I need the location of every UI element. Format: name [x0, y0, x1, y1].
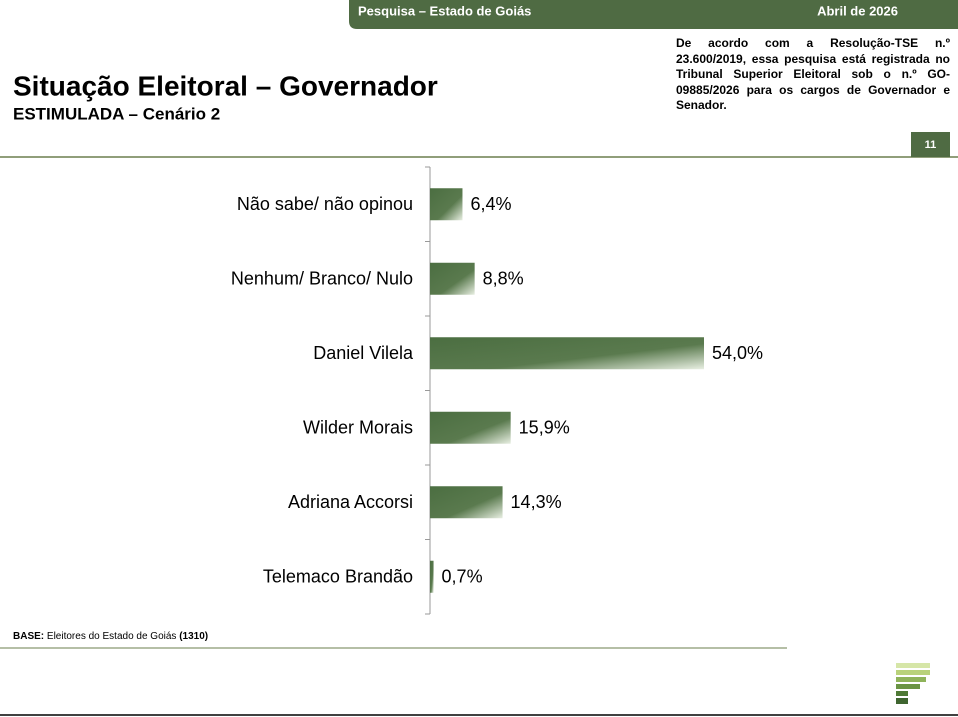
base-count: (1310)	[179, 631, 208, 642]
category-label: Não sabe/ não opinou	[237, 194, 413, 214]
base-note: BASE: Eleitores do Estado de Goiás (1310…	[13, 631, 208, 642]
bar	[430, 411, 511, 444]
category-label: Nenhum/ Branco/ Nulo	[231, 269, 413, 289]
bar	[430, 262, 475, 295]
registration-note: De acordo com a Resolução-TSE n.º 23.600…	[676, 36, 950, 112]
logo	[896, 663, 930, 704]
value-label: 14,3%	[511, 492, 562, 512]
bar	[430, 188, 463, 221]
category-label: Adriana Accorsi	[288, 492, 413, 512]
value-label: 8,8%	[483, 269, 524, 289]
page-number: 11	[925, 139, 937, 151]
category-label: Wilder Morais	[303, 418, 413, 438]
category-label: Daniel Vilela	[313, 343, 414, 363]
title: Situação Eleitoral – Governador	[13, 70, 438, 101]
base-label: BASE:	[13, 631, 44, 642]
bar	[430, 337, 704, 370]
bar	[430, 560, 434, 593]
header-bar	[349, 0, 958, 29]
value-label: 6,4%	[470, 194, 511, 214]
survey-name: Pesquisa – Estado de Goiás	[358, 3, 531, 18]
bar	[430, 486, 503, 519]
value-label: 54,0%	[712, 343, 763, 363]
subtitle: ESTIMULADA – Cenário 2	[13, 104, 220, 123]
value-label: 0,7%	[442, 567, 483, 587]
page-number-box	[911, 132, 950, 157]
value-label: 15,9%	[519, 418, 570, 438]
base-text: Eleitores do Estado de Goiás	[47, 631, 177, 642]
survey-date: Abril de 2026	[817, 3, 898, 18]
category-label: Telemaco Brandão	[263, 567, 413, 587]
